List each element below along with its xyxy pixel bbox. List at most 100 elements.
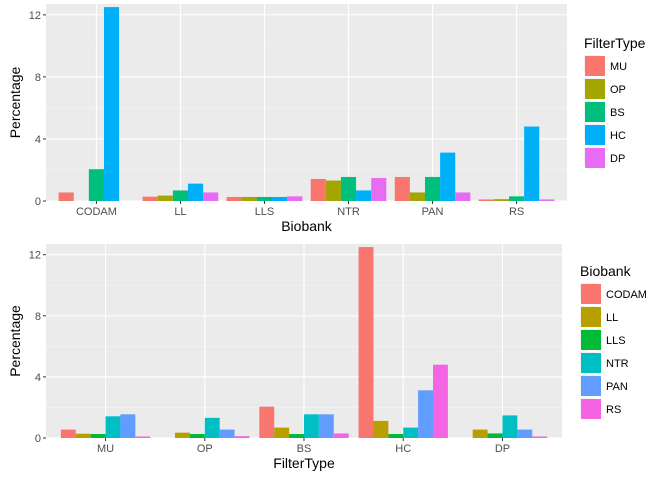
- bar-dp-ll: [203, 192, 219, 201]
- legend-swatch-pan: [581, 376, 601, 396]
- bar-ntr-mu: [105, 416, 121, 438]
- legend-label: LL: [606, 312, 618, 324]
- legend-label: BS: [610, 107, 625, 119]
- bar-hc-codam: [103, 7, 120, 202]
- bar-pan-op: [219, 429, 235, 438]
- x-tick-label: OP: [197, 443, 213, 455]
- bar-rs-mu: [135, 436, 151, 438]
- y-tick-label: 0: [35, 433, 41, 445]
- bar-dp-rs: [539, 199, 555, 201]
- y-tick-label: 12: [29, 10, 41, 22]
- bar-rs-hc: [433, 364, 448, 438]
- legend-swatch-codam: [581, 284, 601, 304]
- legend-swatch-rs: [581, 399, 601, 419]
- bar-dp-lls: [287, 196, 303, 201]
- legend-label: MU: [610, 61, 627, 73]
- bar-ll-hc: [373, 420, 389, 438]
- x-tick-label: PAN: [422, 206, 444, 218]
- x-tick-label: CODAM: [76, 206, 117, 218]
- y-axis-title: Percentage: [7, 66, 23, 138]
- bar-pan-hc: [418, 390, 433, 438]
- legend-swatch-mu: [585, 56, 605, 76]
- x-axis-title: Biobank: [281, 218, 333, 234]
- x-axis-title: FilterType: [273, 455, 335, 471]
- legend-swatch-op: [585, 79, 605, 99]
- x-tick-label: LLS: [255, 206, 275, 218]
- x-tick-label: DP: [495, 443, 510, 455]
- legend-label: PAN: [606, 381, 628, 393]
- bar-lls-dp: [487, 433, 503, 438]
- y-tick-label: 8: [35, 311, 41, 323]
- bar-op-ntr: [325, 180, 341, 201]
- legend-label: OP: [610, 84, 626, 96]
- legend-label: RS: [606, 404, 621, 416]
- x-tick-label: HC: [395, 443, 411, 455]
- bar-ntr-dp: [502, 415, 518, 438]
- bar-pan-dp: [517, 429, 533, 438]
- bar-dp-ntr: [371, 178, 387, 201]
- legend-label: DP: [610, 153, 625, 165]
- legend-swatch-ntr: [581, 353, 601, 373]
- bar-bs-pan: [424, 176, 441, 201]
- bar-rs-dp: [532, 436, 548, 438]
- legend-swatch-lls: [581, 330, 601, 350]
- y-tick-label: 12: [29, 250, 41, 262]
- y-tick-label: 4: [35, 372, 41, 384]
- bar-lls-mu: [90, 434, 106, 438]
- legend-swatch-hc: [585, 125, 605, 145]
- bar-ll-op: [175, 432, 190, 438]
- y-tick-label: 4: [35, 134, 41, 146]
- bar-mu-pan: [394, 176, 410, 201]
- x-tick-label: MU: [97, 443, 114, 455]
- bar-hc-pan: [440, 152, 456, 201]
- x-tick-label: LL: [174, 206, 186, 218]
- bar-pan-mu: [120, 414, 136, 438]
- bar-op-rs: [493, 199, 510, 201]
- bar-op-pan: [409, 192, 425, 201]
- bar-op-lls: [241, 196, 257, 201]
- bar-mu-ll: [142, 196, 158, 201]
- bar-hc-ntr: [356, 190, 372, 201]
- legend-title: Biobank: [580, 263, 632, 279]
- bar-ntr-bs: [304, 414, 319, 438]
- bar-lls-hc: [388, 434, 404, 438]
- bar-bs-ll: [172, 190, 189, 201]
- bar-ntr-op: [204, 417, 220, 438]
- bar-lls-bs: [289, 434, 304, 438]
- bar-hc-ll: [188, 183, 204, 201]
- legend-swatch-bs: [585, 102, 605, 122]
- legend-label: CODAM: [606, 289, 647, 301]
- legend-label: LLS: [606, 335, 626, 347]
- bar-ll-mu: [75, 433, 91, 438]
- bar-lls-op: [189, 434, 205, 438]
- legend-label: NTR: [606, 358, 629, 370]
- x-tick-label: NTR: [337, 206, 360, 218]
- x-tick-label: BS: [297, 443, 312, 455]
- chart-top: 0 4 8 12 CODAM LL LLS NTR PAN RS Biobank Percentage…: [7, 4, 646, 234]
- bar-hc-lls: [272, 196, 288, 201]
- bar-bs-lls: [256, 196, 273, 201]
- bar-bs-rs: [509, 196, 525, 201]
- bar-dp-pan: [455, 192, 471, 201]
- legend-label: HC: [610, 130, 626, 142]
- bar-codam-hc: [358, 247, 374, 438]
- bar-hc-rs: [524, 126, 540, 201]
- y-axis-title: Percentage: [7, 305, 23, 377]
- bar-codam-mu: [60, 429, 76, 438]
- bar-bs-codam: [88, 169, 104, 201]
- y-tick-label: 8: [35, 72, 41, 84]
- x-tick-label: RS: [509, 206, 524, 218]
- legend-swatch-ll: [581, 307, 601, 327]
- legend-title: FilterType: [584, 35, 646, 51]
- bar-mu-ntr: [310, 178, 326, 201]
- bar-ll-dp: [472, 429, 488, 438]
- bar-pan-bs: [318, 414, 334, 438]
- chart-bottom: 0 4 8 12 MU OP BS HC DP FilterType Percentage Bioba…: [7, 244, 647, 471]
- bar-rs-op: [234, 436, 250, 438]
- panel-background: [46, 4, 567, 201]
- bar-bs-ntr: [340, 176, 357, 201]
- bar-mu-codam: [58, 192, 74, 201]
- bar-op-ll: [157, 195, 173, 201]
- bar-codam-bs: [259, 406, 275, 438]
